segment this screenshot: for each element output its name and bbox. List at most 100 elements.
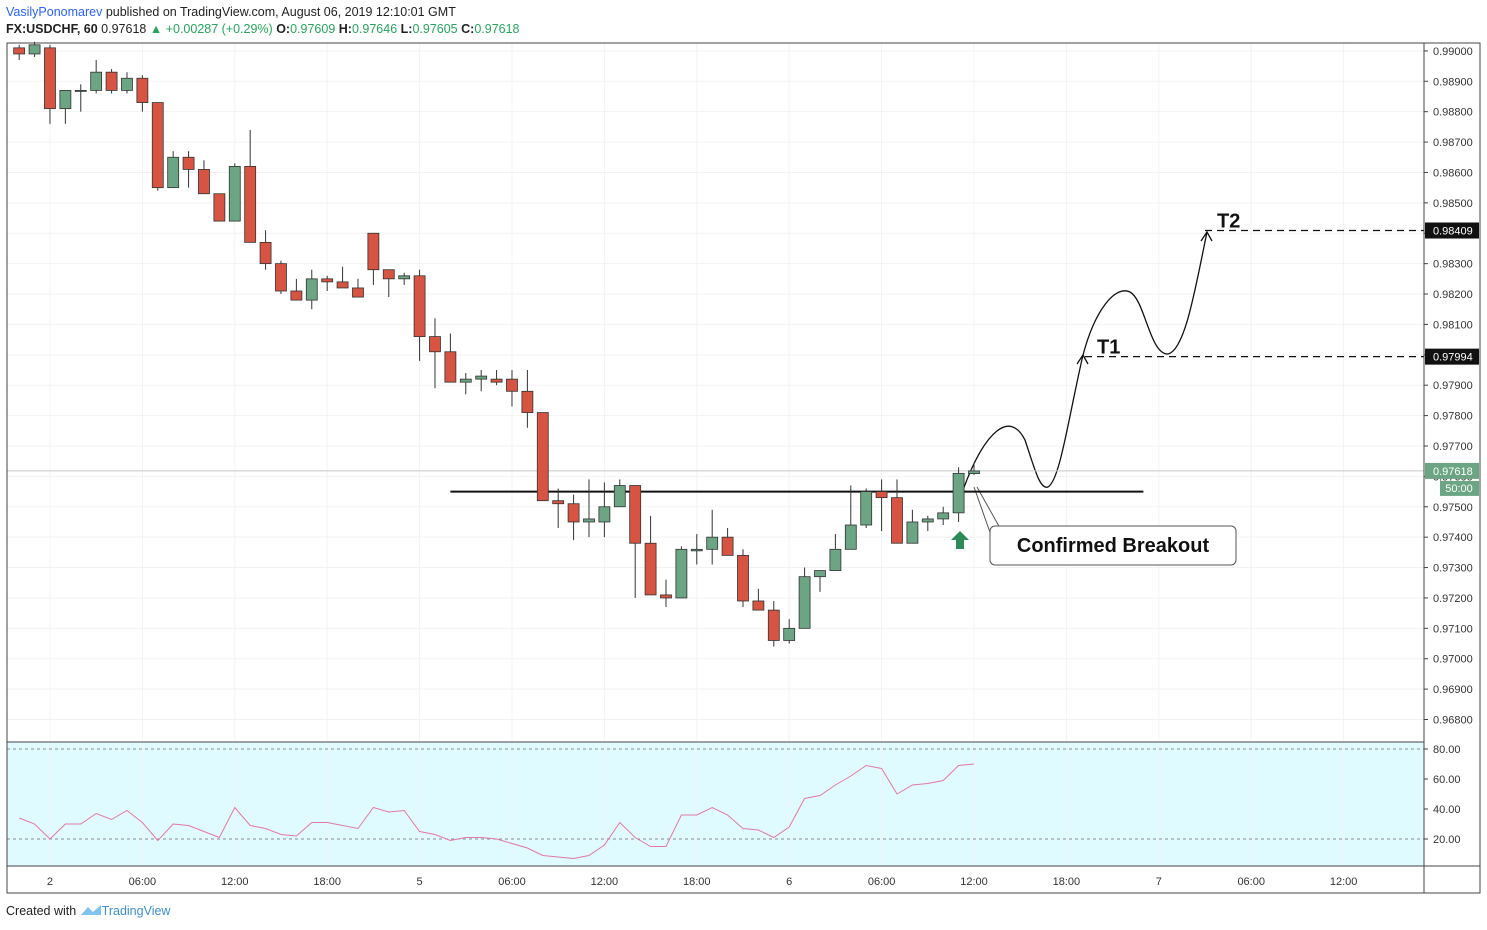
candle-body	[28, 44, 41, 55]
y-tick-label: 40.00	[1433, 804, 1461, 816]
y-tick-label: 0.98500	[1433, 198, 1473, 210]
candle-body	[891, 497, 903, 544]
target-label: T1	[1097, 337, 1120, 359]
candle-body	[13, 47, 26, 55]
candle-body	[552, 500, 565, 505]
candle-body	[305, 278, 318, 301]
price-tag-label: 0.97618	[1433, 466, 1473, 478]
change: ▲ +0.00287 (+0.29%)	[149, 22, 273, 36]
candle-body	[336, 281, 349, 289]
candle-body	[506, 378, 518, 392]
candle-body	[629, 485, 642, 544]
candle-body	[290, 290, 303, 301]
projection-path	[962, 231, 1208, 491]
countdown-label: 50:00	[1445, 483, 1473, 495]
y-tick-label: 60.00	[1433, 774, 1461, 786]
candle-body	[367, 232, 380, 271]
price-tag	[1425, 222, 1479, 239]
candle-body	[952, 472, 965, 514]
ohlc: O:0.97609 H:0.97646 L:0.97605 C:0.97618	[276, 22, 519, 36]
y-tick-label: 0.96800	[1433, 715, 1473, 727]
y-tick-label: 0.97000	[1433, 654, 1473, 666]
x-tick-label: 6	[786, 876, 792, 888]
chart: 0.96800 0.96900 0.97000 0.97100 0.97200 0.973…	[6, 41, 1481, 894]
candle-body	[875, 491, 888, 499]
candle-body	[814, 570, 826, 578]
candle-body	[752, 600, 765, 611]
candle-body	[275, 263, 287, 292]
y-tick-label: 0.98200	[1433, 289, 1473, 301]
candle-body	[767, 609, 780, 641]
y-tick-label: 0.98300	[1433, 259, 1473, 271]
candle-body	[90, 71, 103, 91]
callout-text: Confirmed Breakout	[1017, 535, 1210, 557]
candle-body	[413, 275, 426, 337]
candle-body	[783, 627, 796, 641]
candle-body	[906, 521, 919, 544]
published: published on TradingView.com, August 06,…	[105, 5, 456, 19]
ohlc-value: 0.97618	[474, 22, 520, 36]
footer-brand[interactable]: TradingView	[101, 904, 171, 918]
x-tick-label: 06:00	[868, 876, 896, 888]
candle-body	[690, 548, 703, 552]
x-tick-label: 2	[47, 876, 53, 888]
x-tick-label: 12:00	[221, 876, 249, 888]
y-tick-label: 80.00	[1433, 744, 1461, 756]
candle-body	[321, 278, 334, 283]
candle-body	[613, 485, 626, 508]
candle-body	[721, 536, 734, 556]
candle-body	[105, 71, 118, 91]
countdown-tag	[1440, 480, 1479, 496]
candle-body	[398, 275, 411, 280]
candle-body	[937, 512, 950, 520]
candle-body	[536, 412, 549, 502]
x-tick-label: 7	[1156, 876, 1162, 888]
logo	[80, 905, 101, 915]
candle-body	[459, 378, 472, 383]
ohlc-label: H:	[338, 22, 352, 36]
candle-body	[490, 378, 503, 383]
y-tick-label: 0.97900	[1433, 380, 1473, 392]
x-tick-label: 5	[417, 876, 423, 888]
candle-body	[352, 287, 364, 298]
y-tick-label: 0.97800	[1433, 411, 1473, 423]
symbol: FX:USDCHF, 60	[6, 22, 98, 36]
ohlc-value: 0.97609	[290, 22, 336, 36]
candle-body	[675, 548, 688, 599]
arrowheads	[1076, 230, 1213, 365]
ohlc-label: O:	[276, 22, 291, 36]
candle-body	[829, 548, 842, 571]
candle-body	[598, 506, 611, 523]
candle-body	[167, 156, 180, 189]
author[interactable]: VasilyPonomarev	[6, 5, 103, 19]
price: 0.97618	[101, 22, 147, 36]
y-tick-label: 0.97100	[1433, 623, 1473, 635]
x-tick-label: 12:00	[591, 876, 619, 888]
x-tick-label: 18:00	[683, 876, 711, 888]
ohlc-label: L:	[400, 22, 413, 36]
y-tick-label: 0.97200	[1433, 593, 1473, 605]
footer-text: Created with	[6, 904, 77, 918]
ohlc-value: 0.97605	[412, 22, 458, 36]
candle-body	[444, 351, 457, 383]
frame	[6, 42, 1481, 894]
y-tick-label: 0.97300	[1433, 563, 1473, 575]
candle-body	[968, 470, 980, 475]
target-label: T2	[1217, 211, 1240, 233]
callout-pointer	[973, 486, 1001, 539]
price-tag	[1425, 462, 1479, 479]
y-tick-label: 0.97700	[1433, 441, 1473, 453]
header-line-1: VasilyPonomarev published on TradingView…	[6, 5, 456, 19]
candle-body	[844, 524, 857, 550]
y-tick-label: 0.98600	[1433, 167, 1473, 179]
candle-body	[644, 542, 657, 596]
candle-body	[74, 90, 87, 92]
callout-box	[989, 525, 1237, 566]
candle-body	[228, 165, 241, 222]
candle-body	[921, 518, 934, 523]
footer: Created with TradingView	[6, 904, 170, 918]
y-tick-label: 0.98700	[1433, 137, 1473, 149]
x-tick-label: 18:00	[1053, 876, 1081, 888]
rsi-line	[18, 763, 975, 860]
